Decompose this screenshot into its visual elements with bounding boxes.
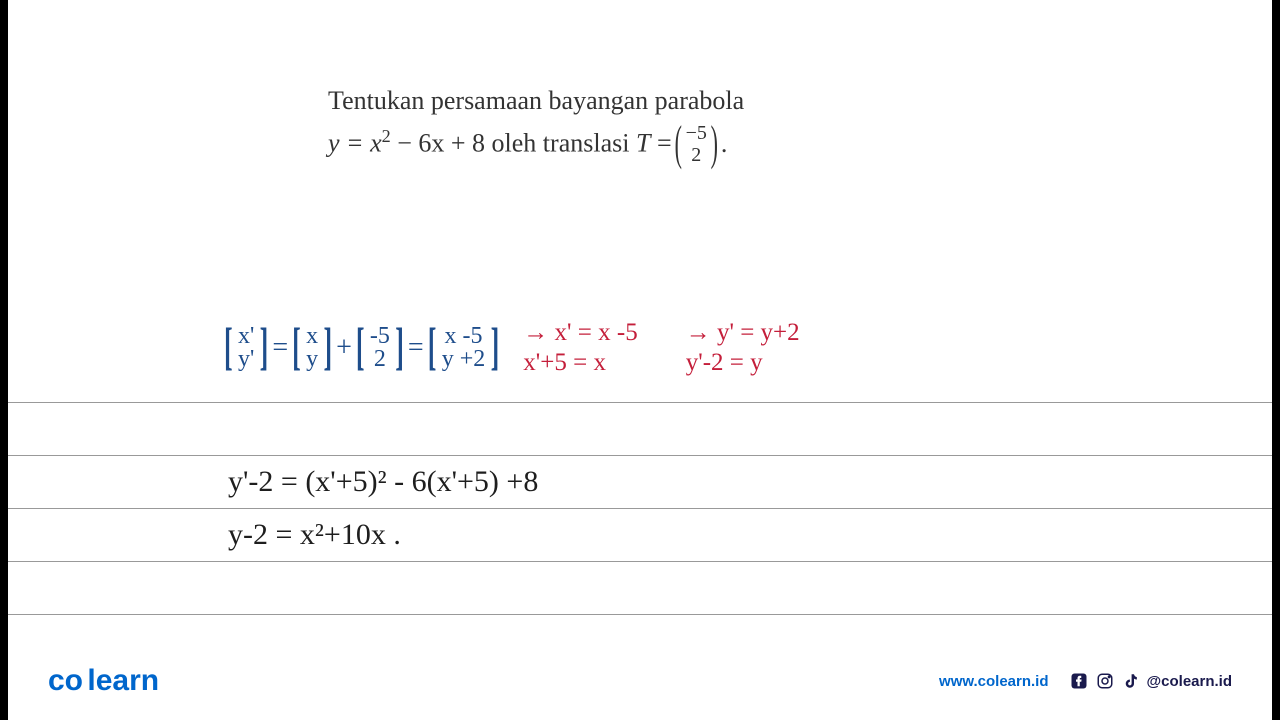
ruled-line [8, 402, 1272, 403]
ruled-line [8, 614, 1272, 615]
substitution-line1: y'-2 = (x'+5)² - 6(x'+5) +8 [228, 465, 538, 499]
problem-equation: y = x2 − 6x + 8 oleh translasi T = −5 2 … [328, 122, 744, 166]
matrix-equation: x' y' = x y + -5 2 = x -5 y +2 → x' = x … [8, 310, 1272, 385]
ruled-line [8, 455, 1272, 456]
lhs-vector: x' y' [228, 325, 264, 371]
substitution-line2: y-2 = x²+10x . [228, 518, 401, 552]
translation-vector: −5 2 [678, 122, 715, 166]
m3-vector: x -5 y +2 [432, 325, 496, 371]
red-notes-left: → x' = x -5 x'+5 = x [523, 318, 637, 378]
problem-line1: Tentukan persamaan bayangan parabola [328, 80, 744, 122]
ruled-line [8, 561, 1272, 562]
red-notes-right: → y' = y+2 y'-2 = y [686, 318, 800, 378]
footer: co learn www.colearn.id @colearn.id [8, 664, 1272, 698]
social-links: @colearn.id [1069, 671, 1232, 691]
tiktok-icon[interactable] [1121, 671, 1141, 691]
instagram-icon[interactable] [1095, 671, 1115, 691]
m1-vector: x y [296, 325, 328, 371]
footer-right: www.colearn.id @colearn.id [939, 671, 1232, 691]
ruled-line [8, 508, 1272, 509]
work-area: x' y' = x y + -5 2 = x -5 y +2 → x' = x … [8, 310, 1272, 385]
problem-statement: Tentukan persamaan bayangan parabola y =… [328, 80, 744, 166]
facebook-icon[interactable] [1069, 671, 1089, 691]
logo: co learn [48, 664, 159, 698]
social-handle: @colearn.id [1147, 673, 1232, 690]
website-link[interactable]: www.colearn.id [939, 673, 1048, 690]
m2-vector: -5 2 [360, 325, 400, 371]
